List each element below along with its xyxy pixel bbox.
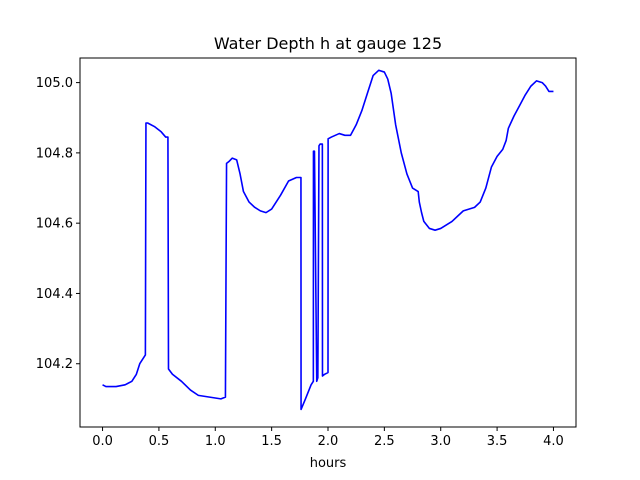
y-tick-label: 105.0 [36, 76, 73, 91]
plot-area [102, 69, 554, 411]
plot-frame [79, 57, 577, 428]
y-tick-label: 104.8 [36, 146, 73, 161]
chart-title: Water Depth h at gauge 125 [214, 34, 442, 53]
y-tick-label: 104.6 [36, 217, 73, 232]
x-axis: 0.0 0.5 1.0 1.5 2.0 2.5 3.0 3.5 4.0 [92, 427, 564, 449]
x-tick-label: 4.0 [543, 434, 564, 449]
y-axis: 104.2 104.4 104.6 104.8 105.0 [36, 76, 80, 372]
x-tick-label: 0.5 [149, 434, 170, 449]
x-tick-label: 3.5 [487, 434, 508, 449]
series-line [102, 69, 554, 411]
x-tick-label: 3.0 [430, 434, 451, 449]
y-tick-label: 104.4 [36, 287, 73, 302]
x-tick-label: 1.5 [261, 434, 282, 449]
x-tick-label: 2.0 [318, 434, 339, 449]
y-tick-label: 104.2 [36, 357, 73, 372]
x-axis-label: hours [310, 456, 347, 471]
x-tick-label: 0.0 [92, 434, 113, 449]
x-tick-label: 2.5 [374, 434, 395, 449]
x-tick-label: 1.0 [205, 434, 226, 449]
